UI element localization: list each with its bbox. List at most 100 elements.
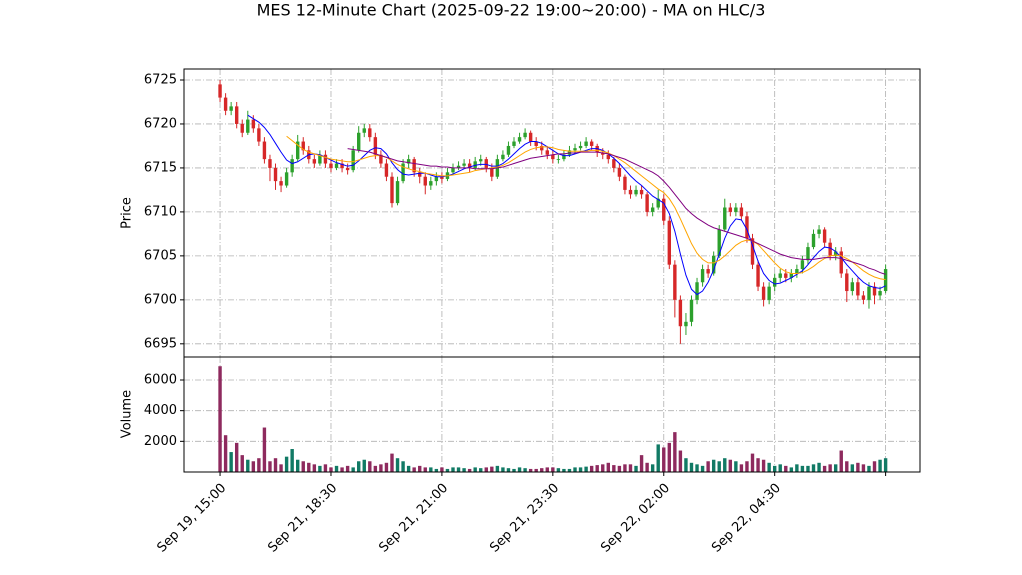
volume-bar [246,459,250,472]
candle-body [756,264,760,287]
volume-axis-label: Volume [120,390,135,438]
volume-bar [273,458,278,472]
candle-body [384,163,389,177]
volume-bar [817,462,821,472]
y-tick-label: 6710 [144,204,177,219]
volume-bar [229,452,233,472]
volume-bar [451,467,455,472]
volume-bar [811,464,816,472]
candle-body [534,141,538,146]
candle-body [562,154,566,160]
candle-body [828,242,832,256]
volume-bar [662,447,666,472]
candle-body [540,145,544,151]
volume-bar [456,467,461,472]
volume-bar [711,459,716,472]
volume-bar [234,442,239,472]
volume-bar [606,462,610,472]
volume-bar [750,453,755,472]
candle-body [578,145,583,149]
volume-bar [734,461,738,472]
candle-body [695,282,699,300]
candle-body [595,145,599,153]
volume-bar [656,444,660,472]
volume-bar [789,467,794,472]
volume-bar [279,464,283,472]
candle-body [700,269,705,283]
plot-layer: 6695 6700 6705 6710 6715 6720 6725 2000 4000 6000… [144,69,920,556]
volume-bar [673,432,677,472]
moving-average-line [247,114,886,296]
volume-bar [562,468,566,472]
volume-bar [861,464,866,472]
candle-body [290,159,294,173]
candle-body [501,154,505,160]
volume-bar [639,455,644,472]
candle-body [429,181,433,186]
candle-body [711,255,716,274]
volume-bar [434,468,439,472]
volume-bar [296,459,300,472]
chart-title: MES 12-Minute Chart (2025-09-22 19:00~20… [257,1,766,20]
volume-bar [340,467,344,472]
y-tick-label: 4000 [144,403,177,418]
volume-bar [728,459,733,472]
volume-bar [484,467,488,472]
candle-body [223,97,228,111]
candle-body [351,150,355,171]
volume-bar [745,461,749,472]
volume-bar [540,468,544,472]
candle-body [634,189,638,195]
volume-bar [706,461,710,472]
candle-body [878,291,882,296]
candle-body [573,148,577,151]
candle-body [390,176,394,204]
candle-body [284,172,289,186]
candle-body [767,286,771,300]
candle-body [606,154,610,160]
volume-bar [218,366,222,472]
volume-bar [623,464,627,472]
volume-bar [479,468,483,472]
candle-body [678,299,683,327]
volume-bar [767,462,771,472]
volume-bar [778,464,782,472]
volume-bar [617,465,622,472]
volume-bar [384,462,389,472]
volume-bar [761,459,766,472]
volume-bar [551,467,555,472]
volume-bar [878,459,882,472]
volume-bar [368,461,372,472]
candle-body [545,150,549,155]
volume-bar [401,461,405,472]
candle-body [318,154,322,164]
candle-body [412,159,416,173]
candle-body [684,321,688,327]
x-tick-label: Sep 21, 23:30 [487,481,562,556]
volume-bar [284,456,289,472]
candle-body [279,181,283,186]
candle-body [706,269,710,274]
candle-body [656,198,660,208]
volume-bar [262,427,267,472]
candle-body [357,132,361,151]
y-axis-label: Price [120,197,135,229]
volume-frame [183,356,921,473]
volume-bar [412,467,416,472]
volume-bar [240,455,244,472]
volume-bar [634,465,638,472]
candle-body [734,207,738,212]
volume-bar [645,462,649,472]
volume-bar [833,464,838,472]
moving-average-line [347,148,886,275]
candle-body [872,286,877,296]
volume-bar [490,466,494,472]
candle-body [723,207,727,230]
candle-body [334,163,339,168]
candle-body [379,154,383,164]
volume-bar [323,464,328,472]
candle-body [240,123,244,133]
candle-body [717,229,721,256]
volume-bar [445,468,450,472]
volume-bar [223,435,228,472]
